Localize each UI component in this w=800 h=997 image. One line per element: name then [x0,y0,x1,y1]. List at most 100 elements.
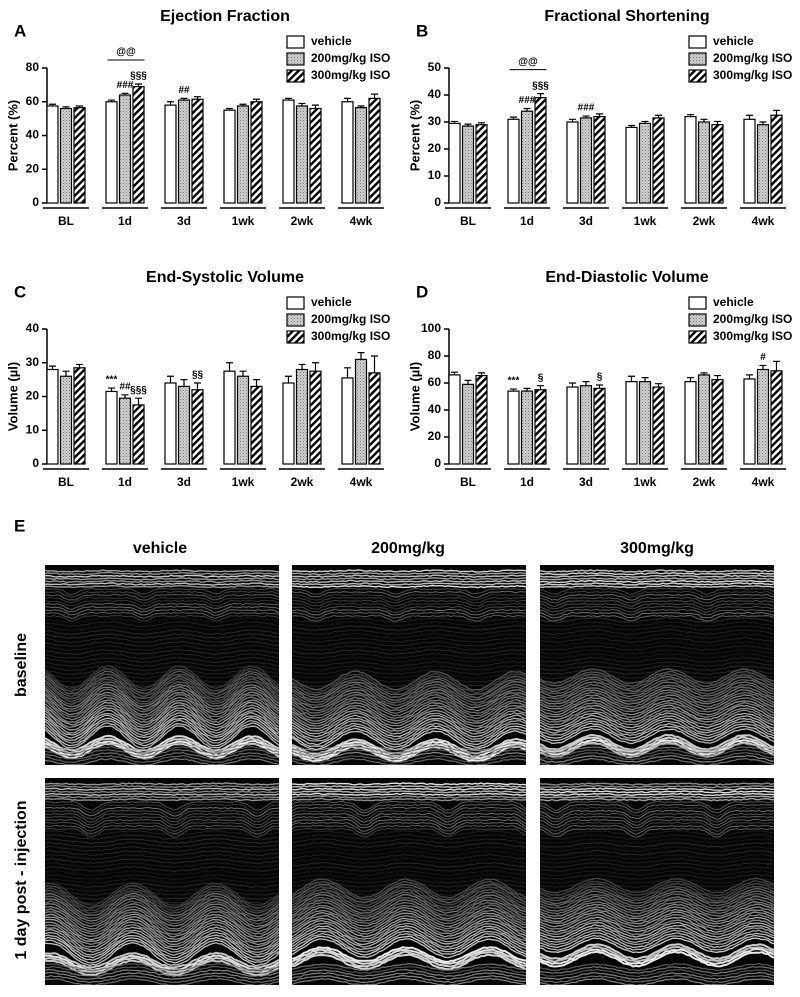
echo-line [540,752,774,761]
legend-label: 300mg/kg ISO [311,68,390,82]
bar [684,381,697,465]
echo-line [292,699,526,720]
echo-line [540,714,774,731]
y-axis-label: Percent (%) [5,100,20,172]
echo-line [45,834,279,840]
error-bar [759,364,767,370]
echo-line [292,845,526,852]
echo-line [540,787,774,791]
legend-label: 200mg/kg ISO [311,312,390,326]
error-bar [371,93,378,99]
echo-line [292,677,526,684]
echo-line [292,755,526,764]
echo-line [292,748,526,758]
echo-line [292,893,526,914]
y-tick-label: 0 [32,456,39,470]
echo-line [540,707,774,723]
echo-line [45,857,279,865]
echo-line [540,919,774,936]
bar [295,105,309,204]
echo-line [540,890,774,907]
echo-line [45,699,279,723]
y-tick-label: 20 [428,429,442,443]
echo-line [540,582,774,586]
annotation: ## [119,381,131,392]
echo-line [540,943,774,961]
echo-line [540,742,774,752]
echo-line [45,691,279,716]
echo-line [45,800,279,811]
echo-line [292,636,526,644]
annotation: §§§ [130,385,147,396]
echo-line [540,736,774,753]
echo-line [292,815,526,826]
echo-line [292,712,526,733]
echo-line [540,748,774,758]
bar [309,370,322,465]
error-bar [108,99,115,102]
annotation: *** [508,376,520,387]
echo-line [45,887,279,912]
echo-line [45,892,279,917]
echo-line [292,906,526,928]
bar [309,107,322,204]
echo-line [292,579,526,584]
echo-line [45,748,279,757]
echo-line [292,675,526,696]
error-bar [714,120,721,125]
echo-line [540,782,774,786]
legend-label: 200mg/kg ISO [713,312,792,326]
echo-line [540,704,774,721]
echo-line [45,571,279,576]
error-bar [298,102,306,106]
x-tick-label: BL [58,214,74,228]
bar [105,101,118,204]
echo-line [540,892,774,910]
echo-line [540,854,774,860]
x-tick-label: 1d [118,214,132,228]
echo-line [45,587,279,595]
legend-swatch [286,69,305,83]
echo-line [45,577,279,581]
echo-line [292,857,526,865]
echo-line [45,939,279,964]
y-tick-label: 40 [428,402,442,416]
error-bar [478,122,485,125]
echo-line [45,838,279,844]
annotation: § [538,372,544,383]
y-tick-label: 80 [26,60,40,74]
chart-title: End-Systolic Volume [146,269,304,286]
bar [507,390,520,465]
echo-line [45,625,279,631]
bar [73,367,86,465]
panel-label: B [416,21,428,40]
error-bar [523,107,531,112]
y-tick-label: 40 [428,87,442,101]
echo-line [292,672,526,679]
echo-line [292,668,526,676]
echo-line [540,895,774,912]
echo-line [45,599,279,607]
error-bar [108,387,115,392]
echo-line [540,648,774,655]
echo-line [540,602,774,610]
echo-line [292,953,526,971]
echo-line [292,829,526,837]
y-tick-label: 0 [434,195,441,209]
bar [534,97,547,204]
bar [177,385,191,465]
bar [507,118,520,204]
bar [756,368,770,465]
y-tick-label: 20 [26,389,40,403]
annotation: *** [106,375,118,386]
bar [520,390,534,465]
echo-line [45,704,279,729]
echo-line [540,696,774,714]
echo-line [45,897,279,922]
chart-title: End-Diastolic Volume [545,269,708,286]
echo-line [292,849,526,856]
error-bar [628,375,635,382]
error-bar [239,370,247,377]
row-header: 1 day post - injection [13,800,30,959]
y-tick-label: 60 [26,94,40,108]
